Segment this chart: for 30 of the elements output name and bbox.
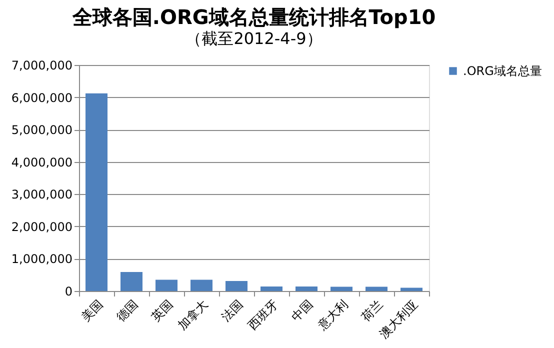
chart-title: 全球各国.ORG域名总量统计排名Top10 <box>71 5 436 29</box>
y-tick-label: 3,000,000 <box>11 188 72 202</box>
x-tick-label: 美国 <box>78 297 106 324</box>
y-tick-label: 1,000,000 <box>11 252 72 266</box>
y-tick-label: 0 <box>64 284 72 298</box>
bar <box>156 280 178 291</box>
x-tick-label: 中国 <box>288 297 316 324</box>
y-tick-label: 6,000,000 <box>11 90 72 105</box>
bar <box>296 286 318 291</box>
bar <box>120 272 142 291</box>
x-tick-label: 英国 <box>148 297 176 324</box>
x-tick-label: 西班牙 <box>245 297 280 332</box>
x-tick-label: 法国 <box>218 297 246 324</box>
chart-subtitle: （截至2012-4-9） <box>186 29 322 48</box>
bar <box>190 280 212 291</box>
bar <box>86 93 108 291</box>
x-tick-label: 意大利 <box>314 297 350 334</box>
y-tick-label: 2,000,000 <box>11 220 72 234</box>
x-tick-label: 德国 <box>114 297 140 324</box>
y-tick-label: 4,000,000 <box>11 155 72 170</box>
x-tick-label: 加拿大 <box>175 297 210 332</box>
bar <box>226 280 248 291</box>
legend-label: .ORG域名总量 <box>463 64 542 78</box>
bar <box>330 286 352 291</box>
y-tick-label: 7,000,000 <box>11 58 72 72</box>
y-tick-label: 5,000,000 <box>11 123 72 138</box>
bar <box>260 286 282 291</box>
bar <box>400 288 422 291</box>
x-tick-label: 荷兰 <box>358 297 386 324</box>
bar <box>366 286 388 291</box>
